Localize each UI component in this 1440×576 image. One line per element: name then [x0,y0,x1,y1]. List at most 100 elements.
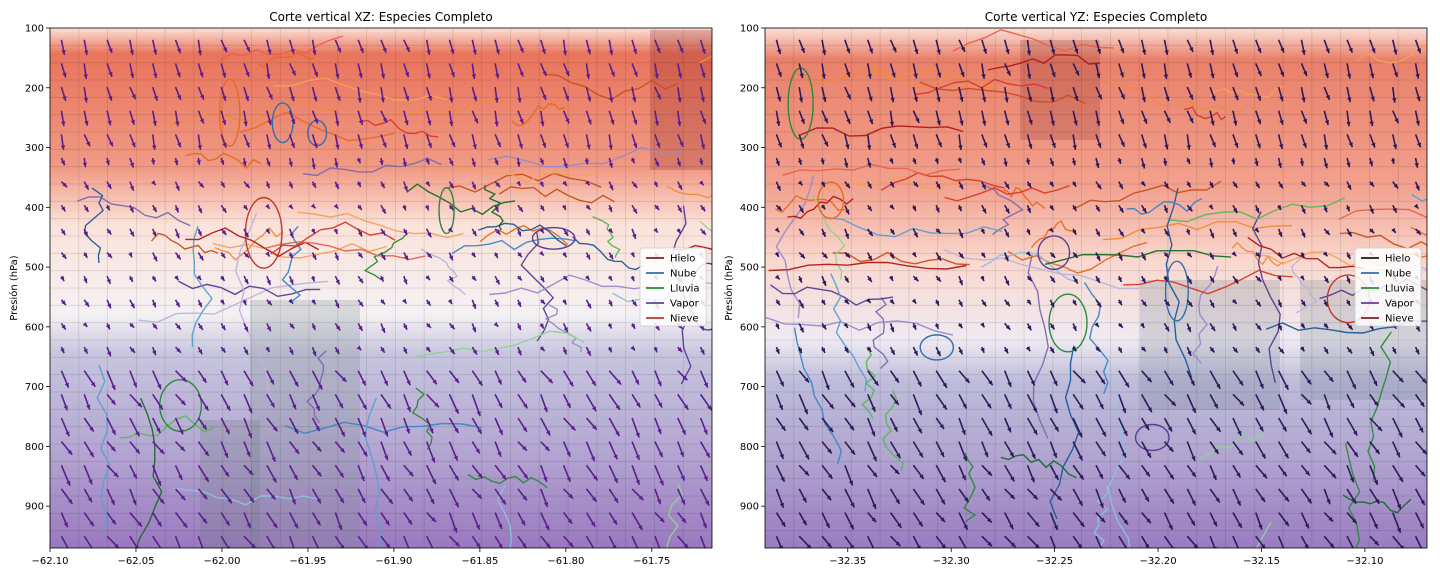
x-tick-label: −32.15 [1243,556,1280,567]
wind-arrow-head [244,232,249,238]
wind-arrow-head [633,119,638,125]
wind-arrow-head [1233,208,1238,214]
wind-arrow-head [175,185,180,191]
wind-arrow-head [494,160,499,166]
wind-arrow-head [1005,49,1010,55]
wind-arrow-head [267,49,272,55]
wind-arrow-head [62,96,67,101]
wind-arrow [1095,535,1102,548]
wind-arrow-head [1373,479,1378,485]
wind-arrow-head [846,71,851,77]
y-tick-label: 100 [740,24,759,35]
wind-arrow-head [800,253,805,259]
wind-arrow-head [653,347,658,353]
wind-arrow-head [1234,95,1239,101]
wind-arrow-head [1233,347,1238,353]
wind-arrow-head [850,449,855,455]
wind-arrow-head [896,453,901,459]
wind-arrow-head [313,96,318,102]
wind-arrow-head [157,521,162,527]
wind-arrow [585,535,595,548]
wind-arrow-head [635,479,640,485]
wind-arrow-head [1277,253,1282,259]
wind-arrow-head [913,232,918,238]
wind-arrow-head [265,203,270,209]
wind-arrow-head [267,120,272,125]
y-tick-label: 600 [25,322,44,333]
wind-arrow-head [632,97,637,103]
wind-arrow-head [980,228,985,234]
wind-arrow-head [542,142,547,148]
wind-arrow-head [402,205,407,211]
wind-arrow-head [1210,302,1215,308]
wind-arrow-head [615,404,621,410]
contour-line [302,157,442,177]
wind-arrow-head [1050,277,1055,283]
wind-arrow-head [1101,431,1106,437]
wind-arrow-head [1191,407,1196,413]
wind-arrow-head [1211,142,1216,148]
wind-arrow-head [1164,183,1169,189]
wind-arrow-head [313,71,318,77]
wind-arrow-head [1277,302,1282,308]
wind-arrow-head [1003,348,1008,354]
wind-arrow-head [449,160,454,166]
wind-arrow-head [1371,48,1376,54]
wind-arrow-head [1237,430,1242,436]
wind-arrow-head [1369,228,1375,234]
wind-arrow-head [593,475,598,481]
wind-arrow-head [779,502,784,508]
wind-arrow-head [1329,543,1335,548]
wind-arrow-head [820,347,825,353]
wind-arrow-head [917,428,922,434]
wind-arrow-head [1080,378,1086,384]
wind-arrow-head [1255,183,1260,189]
contour-line [1123,269,1293,295]
wind-arrow-head [630,345,635,351]
wind-arrow [1209,535,1216,548]
contour-line [952,29,1114,52]
wind-arrow-head [267,300,272,306]
wind-arrow-head [90,381,96,387]
wind-arrow-head [1393,49,1398,55]
wind-arrow-head [1004,183,1010,189]
wind-arrow-head [454,408,459,414]
wind-arrow-head [427,232,432,238]
wind-arrow-head [1415,120,1420,126]
wind-arrow-head [1254,161,1259,167]
wind-arrow-head [1163,276,1168,282]
wind-arrow-head [1118,322,1123,328]
wind-arrow-head [1369,208,1374,214]
wind-arrow-head [403,324,408,330]
wind-arrow-head [220,347,226,353]
wind-arrow-head [1304,544,1309,548]
wind-arrow-head [633,143,638,149]
wind-arrow-head [679,451,684,457]
wind-arrow-head [130,347,135,353]
wind-arrow-head [960,71,965,77]
wind-arrow-head [802,520,807,526]
wind-arrow-head [358,73,363,79]
wind-arrow-head [1191,500,1196,506]
wind-arrow-head [63,405,68,411]
wind-arrow-head [471,275,477,281]
wind-arrow-head [380,73,386,79]
wind-arrow-head [289,232,294,238]
wind-arrow-head [1324,120,1330,126]
wind-arrow-head [983,142,988,148]
wind-arrow-head [244,278,249,284]
wind-arrow-head [1325,94,1330,100]
contour-line [411,387,433,450]
wind-arrow-head [1239,400,1245,406]
wind-arrow-head [545,525,550,531]
wind-arrow-head [982,208,987,214]
wind-arrow-head [1423,547,1424,548]
wind-arrow-head [62,182,68,188]
wind-arrow-head [912,206,917,212]
wind-arrow-head [1141,163,1146,169]
wind-arrow-head [176,347,181,353]
wind-arrow-head [612,545,617,548]
wind-arrow-head [845,144,850,150]
wind-arrow-head [84,50,89,56]
wind-arrow-head [471,74,476,79]
